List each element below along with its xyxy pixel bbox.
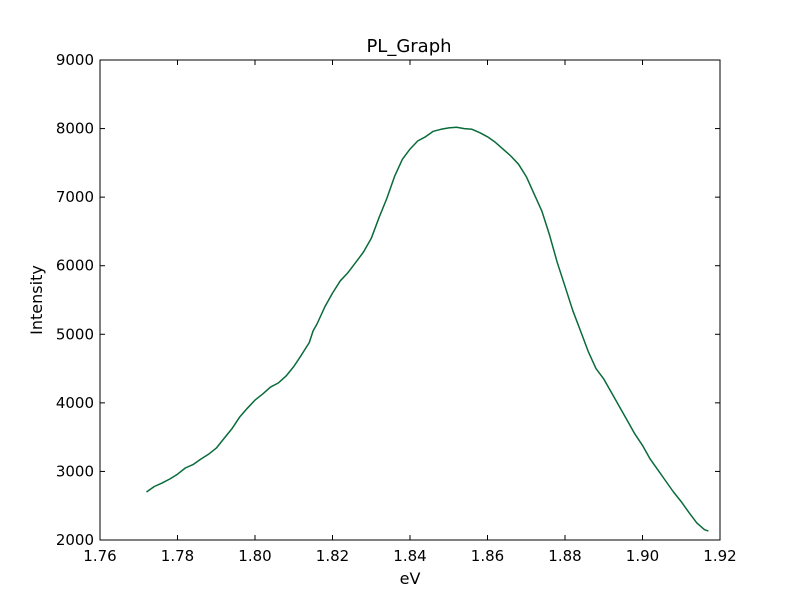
y-tick-label: 8000 — [56, 120, 94, 138]
x-tick-label: 1.84 — [393, 547, 426, 565]
y-tick-label: 5000 — [56, 325, 94, 343]
axis-ticks: 1.76 1.78 1.80 1.82 1.84 1.86 1.88 1.90 1.92 2000… — [56, 51, 737, 565]
plot-area — [146, 127, 708, 531]
x-tick-label: 1.92 — [703, 547, 736, 565]
x-tick-label: 1.78 — [161, 547, 194, 565]
x-tick-label: 1.88 — [548, 547, 581, 565]
y-tick-label: 4000 — [56, 394, 94, 412]
y-axis-label: Intensity — [27, 265, 46, 335]
axes-frame — [100, 60, 720, 540]
y-tick-label: 2000 — [56, 531, 94, 549]
y-tick-label: 3000 — [56, 462, 94, 480]
x-tick-label: 1.90 — [626, 547, 659, 565]
series-line — [147, 127, 709, 531]
x-tick-label: 1.82 — [316, 547, 349, 565]
chart-title: PL_Graph — [366, 36, 451, 57]
x-axis-label: eV — [400, 569, 421, 588]
y-tick-label: 9000 — [56, 51, 94, 69]
y-tick-label: 6000 — [56, 257, 94, 275]
y-tick-label: 7000 — [56, 188, 94, 206]
x-tick-label: 1.80 — [238, 547, 271, 565]
x-tick-label: 1.86 — [471, 547, 504, 565]
x-tick-label: 1.76 — [83, 547, 116, 565]
